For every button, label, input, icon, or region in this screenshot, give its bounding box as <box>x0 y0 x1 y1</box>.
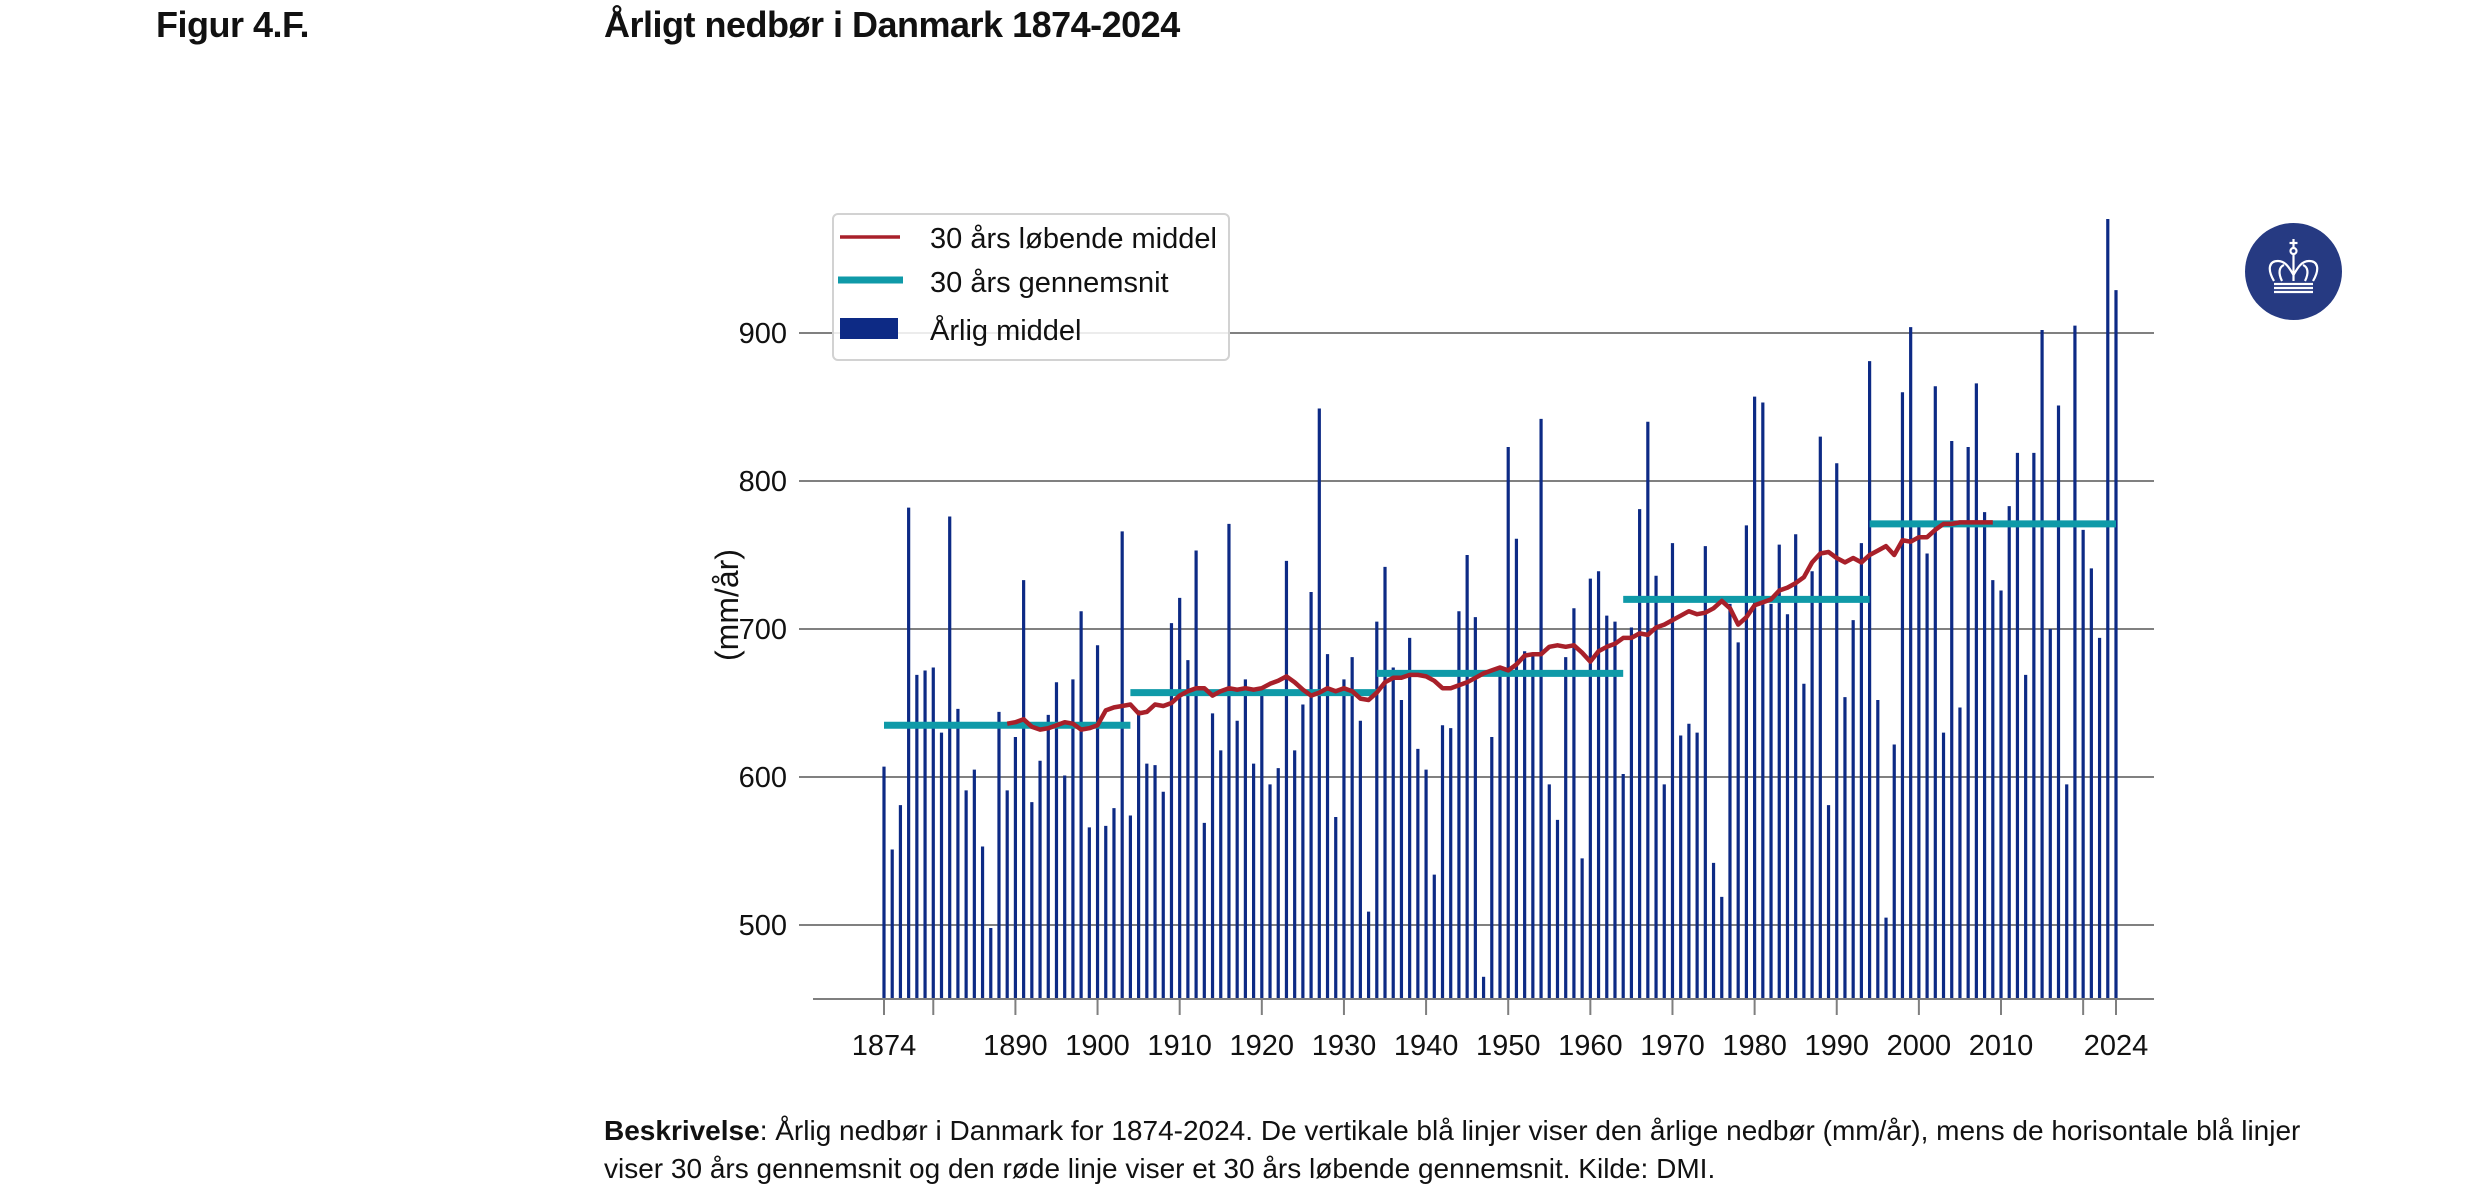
x-tick-label: 1950 <box>1476 1030 1541 1062</box>
y-tick-label: 700 <box>739 614 787 646</box>
y-tick-label: 500 <box>739 910 787 942</box>
x-tick-label: 2010 <box>1969 1030 2034 1062</box>
description-label: Beskrivelse <box>604 1115 760 1146</box>
x-tick-label: 1874 <box>852 1030 917 1062</box>
x-tick-label: 1980 <box>1722 1030 1787 1062</box>
running-mean-line <box>1006 520 1993 732</box>
annual-bars <box>882 219 2118 999</box>
legend-box <box>832 213 1230 361</box>
crown-icon <box>2268 239 2319 294</box>
legend-swatch-annual-mean <box>840 318 898 339</box>
figure-label: Figur 4.F. <box>156 4 310 45</box>
x-tick-label: 1960 <box>1558 1030 1623 1062</box>
crown-logo <box>2245 223 2342 320</box>
y-axis-label: (mm/år) <box>709 549 745 661</box>
x-tick-label: 1940 <box>1394 1030 1459 1062</box>
x-tick-label: 1920 <box>1230 1030 1295 1062</box>
x-axis-ticks: 1874 1890 1900 1910 1920 1930 1940 1950 1960 1970… <box>852 999 2149 1062</box>
precipitation-chart: 500 600 700 800 900 (mm/år) 1874 1890 1900 1910… <box>709 213 2154 1062</box>
legend-label-annual-mean: Årlig middel <box>930 314 1082 347</box>
x-tick-label: 1990 <box>1804 1030 1869 1062</box>
x-tick-label: 1930 <box>1312 1030 1377 1062</box>
x-tick-label: 1890 <box>983 1030 1048 1062</box>
x-tick-label: 1970 <box>1640 1030 1705 1062</box>
y-axis-ticks: 500 600 700 800 900 <box>739 318 787 942</box>
x-tick-label: 2000 <box>1887 1030 1952 1062</box>
legend-label-running-mean: 30 års løbende middel <box>930 223 1217 255</box>
x-tick-label: 1900 <box>1065 1030 1130 1062</box>
legend: 30 års løbende middel 30 års gennemsnit … <box>832 213 1230 361</box>
figure-description: Beskrivelse: Årlig nedbør i Danmark for … <box>604 1112 2324 1188</box>
y-tick-label: 900 <box>739 318 787 350</box>
x-tick-label: 2024 <box>2084 1030 2149 1062</box>
description-text: : Årlig nedbør i Danmark for 1874-2024. … <box>604 1115 2301 1184</box>
x-tick-label: 1910 <box>1147 1030 1212 1062</box>
figure-title: Årligt nedbør i Danmark 1874-2024 <box>604 4 1180 45</box>
y-tick-label: 600 <box>739 762 787 794</box>
y-tick-label: 800 <box>739 466 787 498</box>
legend-label-thirty-year-average: 30 års gennemsnit <box>930 267 1169 299</box>
